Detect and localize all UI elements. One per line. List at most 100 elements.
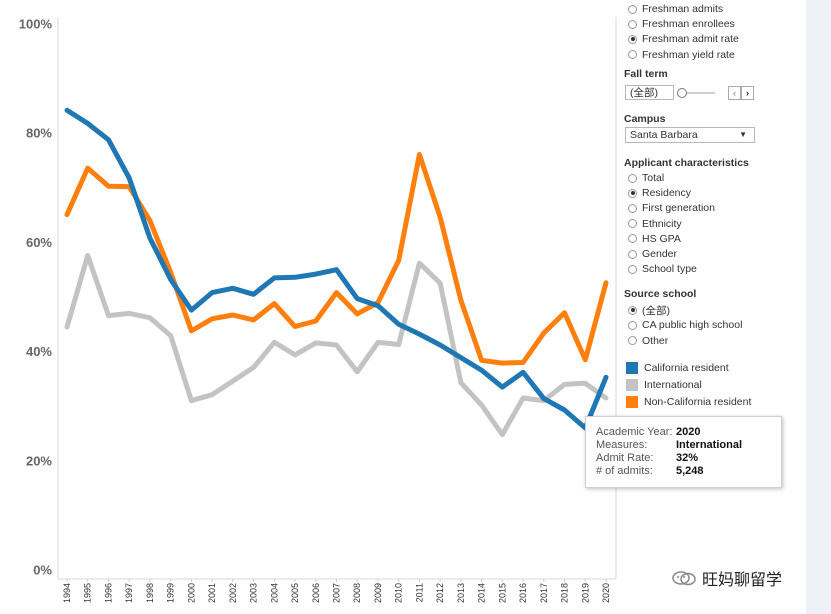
measure-option[interactable]: Freshman admits (628, 2, 723, 16)
legend-item[interactable]: California resident (626, 361, 729, 375)
watermark-text: 旺妈聊留学 (702, 572, 783, 589)
y-tick-label: 80% (26, 126, 52, 141)
source-school-option-label: Other (642, 334, 669, 347)
tooltip-row: # of admits: 5,248 (596, 465, 771, 478)
measure-option[interactable]: Freshman enrollees (628, 17, 735, 31)
tooltip-value: 5,248 (676, 465, 704, 477)
x-tick-label: 2016 (518, 583, 528, 603)
x-tick-label: 2006 (311, 583, 321, 603)
measure-option[interactable]: Freshman admit rate (628, 32, 739, 46)
radio-empty-icon[interactable] (628, 336, 637, 346)
x-tick-label: 2005 (290, 583, 300, 603)
source-school-option[interactable]: Other (628, 334, 668, 348)
fall-term-value[interactable]: (全部) (625, 85, 674, 100)
radio-selected-icon[interactable] (628, 34, 637, 44)
radio-selected-icon[interactable] (628, 305, 637, 315)
applicant-option-label: School type (642, 263, 697, 276)
next-button[interactable]: › (741, 86, 754, 100)
fall-term-slider[interactable] (677, 88, 717, 98)
measure-option-label: Freshman enrollees (642, 18, 735, 31)
applicant-option[interactable]: Residency (628, 186, 691, 200)
x-tick-label: 2004 (269, 583, 279, 603)
radio-empty-icon[interactable] (628, 249, 637, 259)
chevron-left-icon: ‹ (733, 88, 736, 98)
applicant-option-label: Residency (642, 187, 692, 200)
x-tick-label: 1994 (62, 583, 72, 603)
applicant-option[interactable]: Ethnicity (628, 217, 682, 231)
x-tick-label: 2017 (539, 583, 549, 603)
campus-select[interactable]: Santa Barbara ▼ (625, 127, 755, 143)
tooltip-key: Measures: (596, 439, 648, 451)
x-tick-label: 2008 (352, 583, 362, 603)
radio-empty-icon[interactable] (628, 264, 637, 274)
applicant-option-label: Ethnicity (642, 217, 682, 230)
tooltip-value: International (676, 439, 743, 451)
x-tick-label: 2015 (497, 583, 507, 603)
applicant-option-label: First generation (642, 202, 715, 215)
series-line-non-california-resident[interactable] (64, 152, 609, 366)
x-tick-label: 2019 (580, 583, 590, 603)
applicant-option[interactable]: Total (628, 171, 664, 185)
x-tick-label: 2013 (456, 583, 466, 603)
legend-label: International (644, 379, 702, 391)
watermark: 旺妈聊留学 (670, 566, 782, 590)
x-tick-label: 2020 (601, 583, 611, 603)
source-school-option[interactable]: CA public high school (628, 318, 742, 332)
caret-down-icon: ▼ (739, 130, 747, 139)
radio-empty-icon[interactable] (628, 4, 637, 14)
series-line-california-resident[interactable] (64, 107, 609, 431)
right-scroll-strip (806, 0, 831, 614)
applicant-option[interactable]: Gender (628, 247, 677, 261)
x-tick-label: 2001 (207, 583, 217, 603)
tooltip-value: 2020 (676, 426, 701, 438)
applicant-option-label: Total (642, 172, 665, 184)
radio-empty-icon[interactable] (628, 173, 637, 183)
fall-term-title: Fall term (624, 68, 668, 80)
radio-empty-icon[interactable] (628, 234, 637, 244)
chart-axes (57, 17, 617, 580)
x-tick-label: 2000 (186, 583, 196, 603)
x-tick-label: 2011 (414, 583, 424, 602)
applicant-title: Applicant characteristics (624, 157, 749, 169)
radio-empty-icon[interactable] (628, 219, 637, 229)
x-tick-label: 2012 (435, 583, 445, 603)
applicant-option[interactable]: HS GPA (628, 232, 681, 246)
y-axis-ticks: 0% 20% 40% 60% 80% 100% (19, 17, 53, 578)
x-tick-label: 1999 (166, 583, 176, 603)
series-line-international[interactable] (64, 253, 609, 438)
radio-empty-icon[interactable] (628, 50, 637, 60)
prev-button[interactable]: ‹ (728, 86, 741, 100)
source-school-option[interactable]: (全部) (628, 303, 670, 317)
legend-item[interactable]: International (626, 378, 702, 392)
x-tick-label: 1995 (83, 583, 93, 603)
applicant-option[interactable]: First generation (628, 201, 715, 215)
legend-label: California resident (644, 362, 729, 374)
legend-label: Non-California resident (644, 396, 752, 408)
tooltip-rows: Academic Year: 2020 Measures: International… (596, 426, 771, 478)
radio-empty-icon[interactable] (628, 203, 637, 213)
y-tick-label: 100% (19, 17, 53, 32)
campus-value: Santa Barbara (630, 129, 698, 141)
slider-track (677, 92, 715, 94)
x-tick-label: 1997 (124, 583, 134, 603)
tooltip-key: Academic Year: (596, 426, 673, 438)
applicant-option[interactable]: School type (628, 262, 697, 276)
radio-selected-icon[interactable] (628, 188, 637, 198)
y-tick-label: 20% (26, 453, 52, 468)
x-tick-label: 2009 (373, 583, 383, 603)
applicant-option-label: Gender (642, 248, 678, 260)
tooltip-key: Admit Rate: (596, 452, 654, 464)
radio-empty-icon[interactable] (628, 320, 637, 330)
legend-item[interactable]: Non-California resident (626, 395, 751, 409)
measure-option[interactable]: Freshman yield rate (628, 48, 735, 62)
source-school-option-label: CA public high school (642, 319, 743, 332)
tooltip-value: 32% (676, 452, 699, 464)
slider-handle[interactable] (677, 88, 687, 98)
measure-option-label: Freshman admits (642, 3, 724, 15)
radio-empty-icon[interactable] (628, 19, 637, 29)
y-tick-label: 40% (26, 344, 52, 359)
measure-option-label: Freshman admit rate (642, 33, 739, 46)
y-tick-label: 0% (33, 563, 52, 578)
chevron-right-icon: › (746, 88, 749, 98)
